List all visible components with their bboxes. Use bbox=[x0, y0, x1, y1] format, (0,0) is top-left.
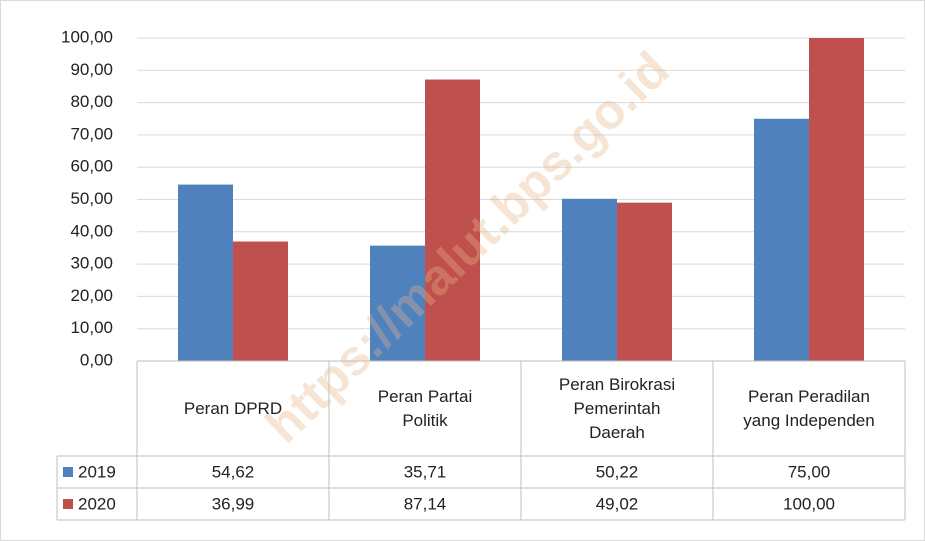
y-tick-label: 30,00 bbox=[70, 254, 113, 273]
data-label: 75,00 bbox=[788, 462, 831, 481]
y-tick-label: 100,00 bbox=[61, 27, 113, 46]
y-tick-label: 20,00 bbox=[70, 286, 113, 305]
category-text: Peran Birokrasi Pemerintah Daerah bbox=[558, 374, 676, 442]
bar bbox=[754, 118, 809, 361]
data-label: 54,62 bbox=[212, 462, 255, 481]
legend-swatch bbox=[63, 467, 73, 477]
x-tick-label: Peran Peradilan yang Independen bbox=[713, 361, 905, 456]
y-tick-label: 70,00 bbox=[70, 124, 113, 143]
x-tick-label: Peran Partai Politik bbox=[329, 361, 521, 456]
y-tick-label: 10,00 bbox=[70, 318, 113, 337]
category-text: Peran Partai Politik bbox=[377, 386, 473, 430]
x-tick-label: Peran Birokrasi Pemerintah Daerah bbox=[521, 361, 713, 456]
data-label: 100,00 bbox=[783, 494, 835, 513]
data-label: 35,71 bbox=[404, 462, 447, 481]
bar bbox=[617, 202, 672, 361]
x-tick-label: Peran DPRD bbox=[137, 361, 329, 456]
data-label: 50,22 bbox=[596, 462, 639, 481]
legend-swatch bbox=[63, 499, 73, 509]
bar bbox=[233, 241, 288, 361]
category-text: Peran Peradilan yang Independen bbox=[743, 386, 875, 430]
bar bbox=[425, 79, 480, 361]
legend-label: 2019 bbox=[78, 462, 116, 481]
y-tick-label: 90,00 bbox=[70, 60, 113, 79]
bar bbox=[370, 245, 425, 361]
bar bbox=[178, 184, 233, 361]
bar bbox=[809, 38, 864, 361]
y-tick-label: 80,00 bbox=[70, 92, 113, 111]
data-label: 49,02 bbox=[596, 494, 639, 513]
y-tick-label: 60,00 bbox=[70, 157, 113, 176]
y-tick-label: 50,00 bbox=[70, 189, 113, 208]
bar bbox=[562, 198, 617, 361]
data-label: 36,99 bbox=[212, 494, 255, 513]
y-tick-label: 40,00 bbox=[70, 221, 113, 240]
category-text: Peran DPRD bbox=[183, 398, 283, 418]
legend-label: 2020 bbox=[78, 494, 116, 513]
y-tick-label: 0,00 bbox=[80, 350, 113, 369]
data-label: 87,14 bbox=[404, 494, 447, 513]
